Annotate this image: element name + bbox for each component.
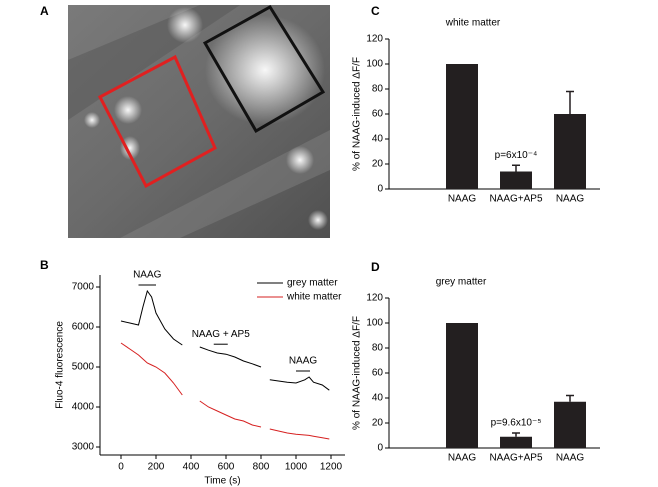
y-tick-label: 120 (366, 293, 383, 304)
x-tick-label: NAAG+AP5 (489, 194, 543, 205)
x-tick-label: NAAG+AP5 (489, 453, 543, 464)
y-tick-label: 80 (372, 343, 384, 354)
panel-label: C (371, 4, 380, 18)
legend-label: grey matter (287, 278, 338, 289)
y-axis-label: Fluo-4 fluorescence (55, 321, 66, 409)
x-tick-label: 1000 (285, 462, 308, 473)
p-value: p=6x10⁻⁴ (495, 150, 538, 161)
stimulus-label: NAAG (133, 270, 162, 281)
y-tick-label: 4000 (72, 402, 95, 413)
error-bar (512, 432, 520, 437)
y-tick-label: 0 (377, 184, 383, 195)
y-tick-label: 7000 (72, 282, 95, 293)
y-tick-label: 5000 (72, 362, 95, 373)
micrograph (68, 4, 330, 238)
error-bar (566, 90, 574, 114)
x-tick-label: 800 (253, 462, 270, 473)
error-bar (566, 394, 574, 402)
bar (554, 401, 586, 448)
y-tick-label: 20 (372, 418, 384, 429)
y-tick-label: 20 (372, 159, 384, 170)
y-tick-label: 60 (372, 109, 384, 120)
y-tick-label: 40 (372, 134, 384, 145)
y-axis-label: % of NAAG-induced ΔF/F (352, 57, 363, 171)
panel-label: A (40, 4, 49, 18)
y-axis-label: % of NAAG-induced ΔF/F (352, 316, 363, 430)
bar (500, 436, 532, 448)
p-value: p=9.6x10⁻⁵ (491, 418, 542, 429)
error-bar (512, 164, 520, 172)
bar (500, 171, 532, 189)
legend-label: white matter (286, 292, 342, 303)
x-axis-label: Time (s) (204, 476, 240, 487)
x-tick-label: NAAG (448, 194, 477, 205)
stimulus-label: NAAG + AP5 (192, 329, 251, 340)
y-tick-label: 0 (377, 443, 383, 454)
y-tick-label: 100 (366, 59, 383, 70)
x-tick-label: 400 (183, 462, 200, 473)
bar (446, 323, 478, 448)
chart-title: grey matter (436, 277, 487, 288)
x-tick-label: NAAG (448, 453, 477, 464)
stimulus-label: NAAG (289, 356, 318, 367)
chart-title: white matter (445, 18, 501, 29)
y-tick-label: 100 (366, 318, 383, 329)
y-tick-label: 120 (366, 34, 383, 45)
x-tick-label: 1200 (320, 462, 343, 473)
bar (446, 64, 478, 189)
y-tick-label: 80 (372, 84, 384, 95)
bar (554, 114, 586, 189)
x-tick-label: NAAG (556, 194, 585, 205)
line-series (120, 342, 330, 440)
line-series (120, 289, 330, 391)
x-tick-label: 600 (218, 462, 235, 473)
y-tick-label: 40 (372, 393, 384, 404)
y-tick-label: 6000 (72, 322, 95, 333)
x-tick-label: 200 (148, 462, 165, 473)
y-tick-label: 3000 (72, 442, 95, 453)
y-tick-label: 60 (372, 368, 384, 379)
panel-label: D (371, 260, 380, 274)
panel-label: B (40, 258, 49, 272)
x-tick-label: 0 (118, 462, 124, 473)
x-tick-label: NAAG (556, 453, 585, 464)
